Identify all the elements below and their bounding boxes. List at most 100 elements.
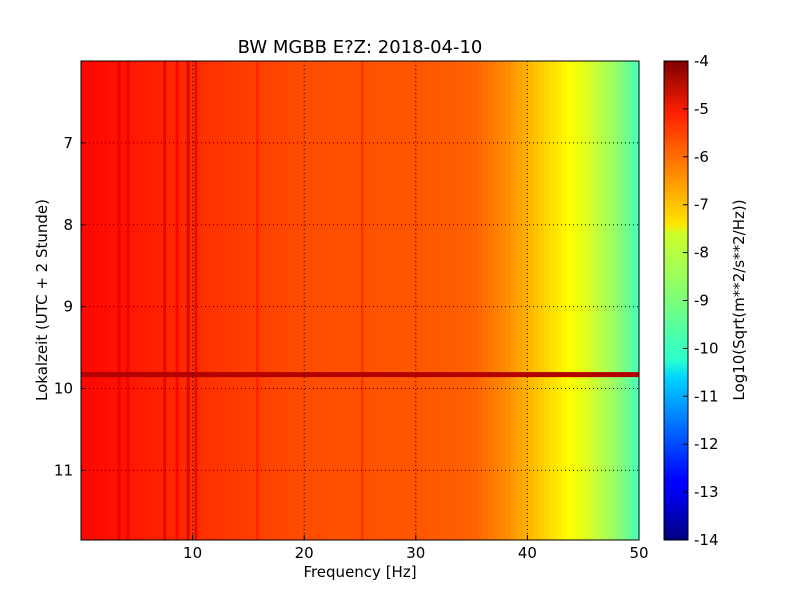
heatmap-cell — [588, 61, 595, 540]
heatmap-cell — [248, 61, 255, 540]
heatmap-cell — [376, 61, 383, 540]
heatmap-cell — [298, 61, 305, 540]
heatmap-cell — [265, 61, 272, 540]
heatmap-area — [81, 61, 640, 540]
colorbar-tick-label: -12 — [694, 435, 719, 453]
heatmap-cell — [499, 61, 506, 540]
x-tick-label: 30 — [406, 544, 425, 562]
heatmap-cell — [432, 61, 439, 540]
heatmap-cell — [426, 61, 434, 540]
heatmap-cell — [516, 61, 523, 540]
heatmap-cell — [449, 61, 456, 540]
y-tick-label: 11 — [54, 461, 73, 479]
heatmap-cell — [555, 61, 562, 540]
heatmap-cell — [627, 61, 635, 540]
heatmap-cell — [237, 61, 244, 540]
colorbar-tick-label: -8 — [694, 244, 709, 262]
heatmap-cell — [120, 61, 127, 540]
heatmap-cell — [594, 61, 601, 540]
heatmap-cell — [287, 61, 294, 540]
x-axis-label: Frequency [Hz] — [303, 563, 416, 581]
heatmap-cell — [421, 61, 428, 540]
heatmap-cell — [599, 61, 607, 540]
heatmap-cell — [616, 61, 623, 540]
heatmap-cell — [315, 61, 322, 540]
heatmap-cell — [482, 61, 489, 540]
y-tick-label: 7 — [63, 134, 73, 152]
heatmap-cell — [583, 61, 590, 540]
heatmap-vertical-line — [186, 61, 190, 540]
heatmap-cell — [505, 61, 512, 540]
heatmap-cell — [354, 61, 361, 540]
heatmap-vertical-line — [194, 61, 198, 540]
y-tick-label: 9 — [63, 298, 73, 316]
heatmap-cell — [387, 61, 395, 540]
heatmap-cell — [605, 61, 612, 540]
heatmap-cell — [371, 61, 378, 540]
heatmap-cell — [304, 61, 311, 540]
heatmap-cell — [242, 61, 249, 540]
heatmap-cell — [365, 61, 372, 540]
colorbar-tick-label: -4 — [694, 52, 709, 70]
heatmap-cell — [86, 61, 93, 540]
heatmap-cell — [488, 61, 495, 540]
colorbar-label: Log10(Sqrt(m**2/s**2/Hz)) — [730, 199, 748, 400]
heatmap-vertical-line — [255, 61, 259, 540]
heatmap-cell — [214, 61, 222, 540]
colorbar-tick-label: -6 — [694, 148, 709, 166]
heatmap-cell — [438, 61, 445, 540]
heatmap-cell — [549, 61, 556, 540]
x-tick-label: 20 — [295, 544, 314, 562]
heatmap-cell — [460, 61, 467, 540]
heatmap-cell — [220, 61, 227, 540]
heatmap-cell — [231, 61, 238, 540]
heatmap-cell — [103, 61, 110, 540]
heatmap-cell — [538, 61, 545, 540]
heatmap-cell — [153, 61, 160, 540]
heatmap-cell — [348, 61, 356, 540]
heatmap-vertical-line — [163, 61, 167, 540]
heatmap-cell — [136, 61, 143, 540]
heatmap-cell — [293, 61, 300, 540]
colorbar-tick-label: -13 — [694, 483, 719, 501]
colorbar-tick-label: -11 — [694, 387, 719, 405]
heatmap-cell — [521, 61, 528, 540]
heatmap-cell — [393, 61, 400, 540]
heatmap-cell — [175, 61, 183, 540]
heatmap-cell — [622, 61, 629, 540]
x-axis-ticks: 10 20 30 40 50 — [183, 535, 649, 562]
x-tick-label: 50 — [629, 544, 648, 562]
heatmap-cell — [477, 61, 484, 540]
heatmap-cell — [454, 61, 462, 540]
heatmap-cell — [320, 61, 328, 540]
heatmap-cell — [404, 61, 411, 540]
heatmap-cell — [97, 61, 104, 540]
heatmap-cell — [633, 61, 640, 540]
heatmap-cell — [209, 61, 216, 540]
y-axis-label: Lokalzeit (UTC + 2 Stunde) — [33, 199, 51, 401]
heatmap-cell — [544, 61, 551, 540]
heatmap-cell — [337, 61, 344, 540]
heatmap-cell — [382, 61, 389, 540]
heatmap-cell — [226, 61, 233, 540]
colorbar-tick-label: -9 — [694, 292, 709, 310]
heatmap-cell — [326, 61, 333, 540]
heatmap-vertical-line — [126, 61, 130, 540]
x-tick-label: 10 — [183, 544, 202, 562]
heatmap-cell — [81, 61, 88, 540]
heatmap-cell — [572, 61, 579, 540]
heatmap-cell — [203, 61, 210, 540]
heatmap-vertical-line — [117, 61, 121, 540]
heatmap-cell — [577, 61, 584, 540]
heatmap-cell — [276, 61, 283, 540]
heatmap-cell — [466, 61, 473, 540]
heatmap-event-band — [81, 372, 639, 378]
heatmap-cell — [527, 61, 534, 540]
heatmap-cell — [92, 61, 99, 540]
heatmap-vertical-lines — [117, 61, 364, 540]
heatmap-cell — [147, 61, 155, 540]
chart-title: BW MGBB E?Z: 2018-04-10 — [238, 37, 483, 58]
plot-frame — [80, 60, 640, 541]
heatmap-cell — [108, 61, 116, 540]
